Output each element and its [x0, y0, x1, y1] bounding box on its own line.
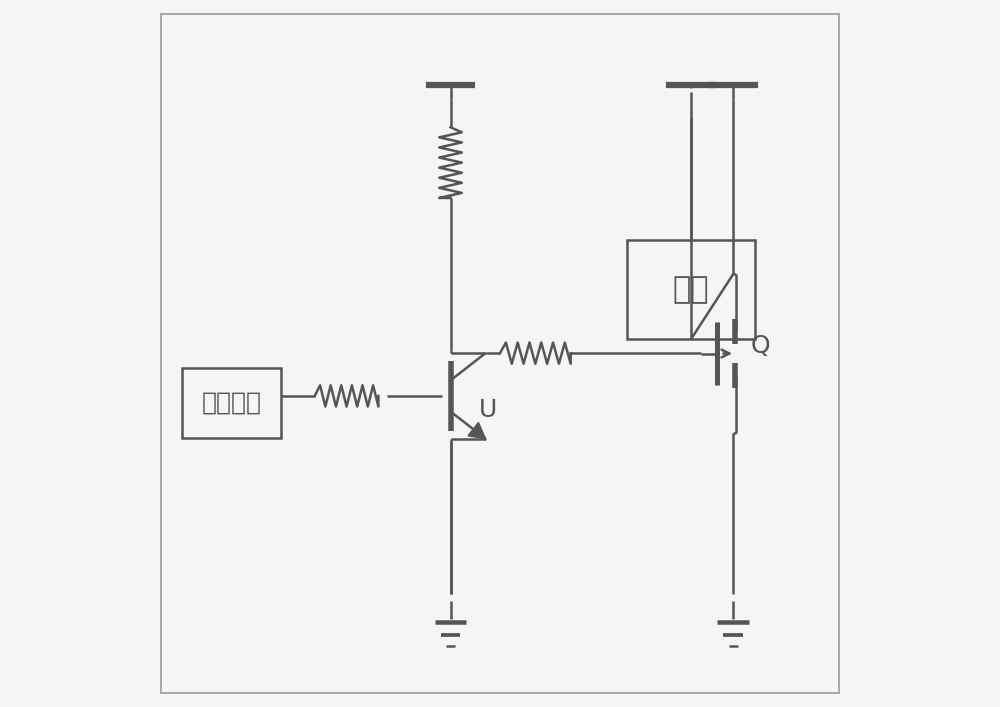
- Polygon shape: [468, 423, 486, 438]
- Text: 负载: 负载: [673, 275, 709, 305]
- Text: U: U: [479, 398, 497, 422]
- Text: 控制电路: 控制电路: [201, 391, 261, 415]
- FancyBboxPatch shape: [182, 368, 281, 438]
- Text: Q: Q: [751, 334, 771, 358]
- FancyBboxPatch shape: [627, 240, 755, 339]
